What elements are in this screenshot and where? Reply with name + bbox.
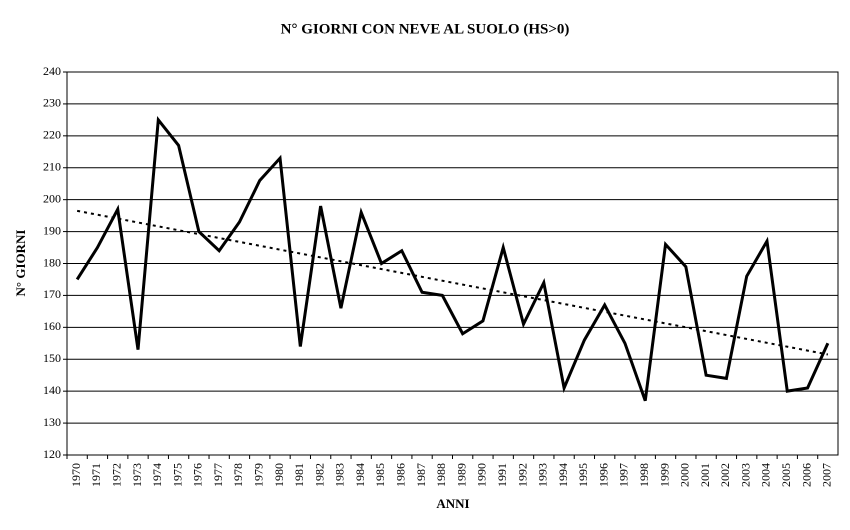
y-tick-label: 240 [43, 64, 61, 78]
x-tick-label: 1991 [495, 463, 509, 487]
y-tick-label: 190 [43, 223, 61, 237]
x-tick-label: 1985 [373, 463, 387, 487]
x-tick-label: 1998 [637, 463, 651, 487]
x-tick-label: 2005 [779, 463, 793, 487]
x-tick-label: 2003 [738, 463, 752, 487]
x-tick-label: 1984 [353, 463, 367, 487]
x-tick-label: 1973 [130, 463, 144, 487]
y-tick-label: 170 [43, 287, 61, 301]
x-tick-label: 1976 [191, 463, 205, 487]
x-tick-label: 1970 [69, 463, 83, 487]
y-tick-label: 160 [43, 319, 61, 333]
x-tick-label: 1977 [211, 463, 225, 487]
x-tick-label: 1971 [89, 463, 103, 487]
y-tick-label: 210 [43, 160, 61, 174]
x-tick-label: 2000 [678, 463, 692, 487]
x-tick-label: 1988 [434, 463, 448, 487]
y-axis-title: N° GIORNI [13, 230, 28, 297]
data-line [75, 115, 830, 402]
y-tick-label: 130 [43, 415, 61, 429]
x-tick-label: 1978 [231, 463, 245, 487]
x-tick-label: 1990 [475, 463, 489, 487]
x-tick-label: 2002 [718, 463, 732, 487]
chart-title: N° GIORNI CON NEVE AL SUOLO (HS>0) [281, 21, 570, 37]
x-tick-label: 1997 [617, 463, 631, 487]
y-tick-label: 200 [43, 191, 61, 205]
x-tick-label: 1996 [596, 463, 610, 487]
y-tick-label: 150 [43, 351, 61, 365]
x-tick-label: 1993 [536, 463, 550, 487]
x-tick-label: 2007 [820, 463, 834, 487]
x-tick-label: 1999 [657, 463, 671, 487]
x-tick-label: 1992 [515, 463, 529, 487]
y-tick-label: 120 [43, 447, 61, 461]
x-tick-label: 2001 [698, 463, 712, 487]
x-tick-label: 1980 [272, 463, 286, 487]
x-tick-label: 1986 [394, 463, 408, 487]
x-tick-label: 1995 [576, 463, 590, 487]
x-axis-title: ANNI [436, 496, 469, 511]
x-tick-label: 1987 [414, 463, 428, 487]
x-tick-label: 1983 [333, 463, 347, 487]
trend-line [76, 209, 829, 356]
x-tick-label: 1989 [454, 463, 468, 487]
y-tick-label: 230 [43, 96, 61, 110]
x-tick-label: 2004 [759, 463, 773, 487]
x-tick-label: 1974 [150, 463, 164, 487]
y-tick-label: 140 [43, 383, 61, 397]
y-tick-label: 180 [43, 255, 61, 269]
x-tick-label: 1981 [292, 463, 306, 487]
x-tick-label: 1972 [109, 463, 123, 487]
x-tick-label: 1979 [252, 463, 266, 487]
x-tick-label: 1975 [170, 463, 184, 487]
x-tick-label: 1982 [312, 463, 326, 487]
x-tick-label: 2006 [799, 463, 813, 487]
y-tick-label: 220 [43, 128, 61, 142]
x-tick-label: 1994 [556, 463, 570, 487]
